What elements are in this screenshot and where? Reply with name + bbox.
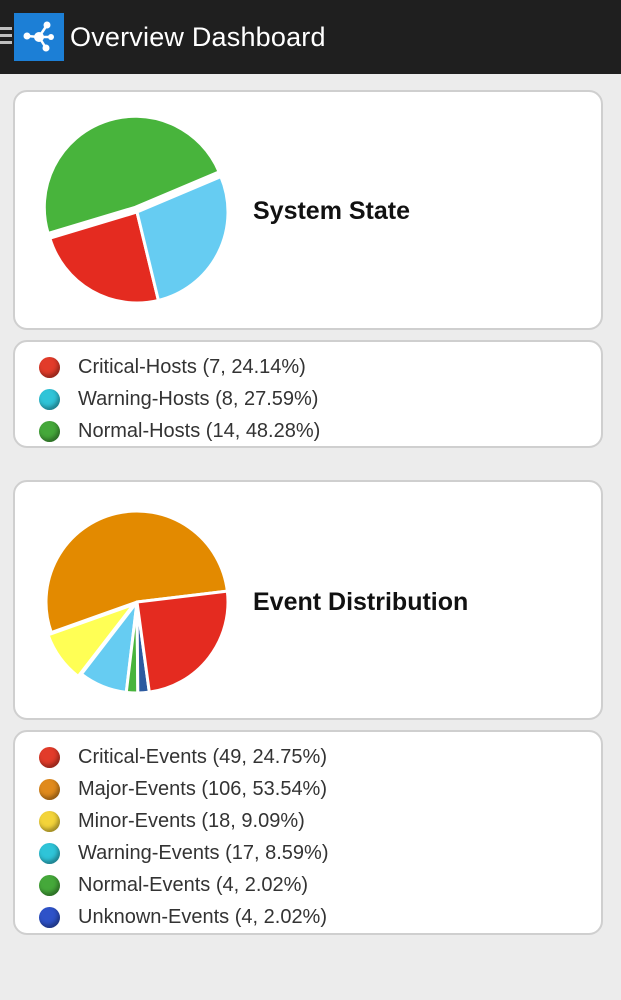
pie-slice-critical-events[interactable]: [135, 589, 230, 694]
pie-slice-warning-hosts[interactable]: [135, 175, 230, 302]
legend-dot-icon: [39, 746, 60, 768]
pie-slice-normal-hosts[interactable]: [42, 114, 221, 235]
chart-title-event-distribution: Event Distribution: [253, 588, 469, 616]
legend-label: Critical-Hosts (7, 24.14%): [78, 355, 306, 378]
pie-slice-critical-hosts[interactable]: [48, 210, 160, 305]
network-nodes-icon[interactable]: [14, 13, 64, 61]
legend-item-warning-events[interactable]: Warning-Events (17, 8.59%): [15, 837, 601, 869]
legend-item-major-events[interactable]: Major-Events (106, 53.54%): [15, 773, 601, 805]
page-title: Overview Dashboard: [70, 22, 326, 52]
system-state-legend: Critical-Hosts (7, 24.14%) Warning-Hosts…: [13, 340, 603, 448]
legend-item-minor-events[interactable]: Minor-Events (18, 9.09%): [15, 805, 601, 837]
legend-label: Warning-Events (17, 8.59%): [78, 841, 329, 864]
pie-slice-minor-events[interactable]: [46, 602, 136, 678]
event-distribution-chart-card[interactable]: Event Distribution: [13, 480, 603, 720]
legend-item-normal-hosts[interactable]: Normal-Hosts (14, 48.28%): [15, 415, 601, 447]
legend-label: Unknown-Events (4, 2.02%): [78, 905, 328, 928]
legend-item-warning-hosts[interactable]: Warning-Hosts (8, 27.59%): [15, 383, 601, 415]
legend-dot-icon: [39, 778, 60, 800]
legend-dot-icon: [39, 842, 60, 864]
menu-icon[interactable]: [0, 27, 12, 49]
legend-label: Critical-Events (49, 24.75%): [78, 745, 327, 768]
legend-dot-icon: [39, 874, 60, 896]
legend-dot-icon: [39, 420, 60, 442]
legend-label: Normal-Events (4, 2.02%): [78, 873, 309, 896]
legend-item-normal-events[interactable]: Normal-Events (4, 2.02%): [15, 869, 601, 901]
pie-slice-major-events[interactable]: [44, 509, 229, 635]
legend-label: Minor-Events (18, 9.09%): [78, 809, 305, 832]
legend-dot-icon: [39, 356, 60, 378]
legend-dot-icon: [39, 906, 60, 928]
system-state-chart-card[interactable]: System State: [13, 90, 603, 330]
event-distribution-pie-chart[interactable]: [39, 504, 235, 700]
legend-dot-icon: [39, 388, 60, 410]
legend-label: Major-Events (106, 53.54%): [78, 777, 328, 800]
legend-label: Normal-Hosts (14, 48.28%): [78, 419, 321, 442]
event-distribution-legend: Critical-Events (49, 24.75%) Major-Event…: [13, 730, 603, 935]
legend-item-unknown-events[interactable]: Unknown-Events (4, 2.02%): [15, 901, 601, 933]
app-bar: Overview Dashboard: [0, 0, 621, 74]
legend-item-critical-hosts[interactable]: Critical-Hosts (7, 24.14%): [15, 351, 601, 383]
system-state-pie-chart[interactable]: [39, 114, 235, 310]
legend-item-critical-events[interactable]: Critical-Events (49, 24.75%): [15, 741, 601, 773]
legend-dot-icon: [39, 810, 60, 832]
legend-label: Warning-Hosts (8, 27.59%): [78, 387, 319, 410]
chart-title-system-state: System State: [253, 197, 411, 225]
